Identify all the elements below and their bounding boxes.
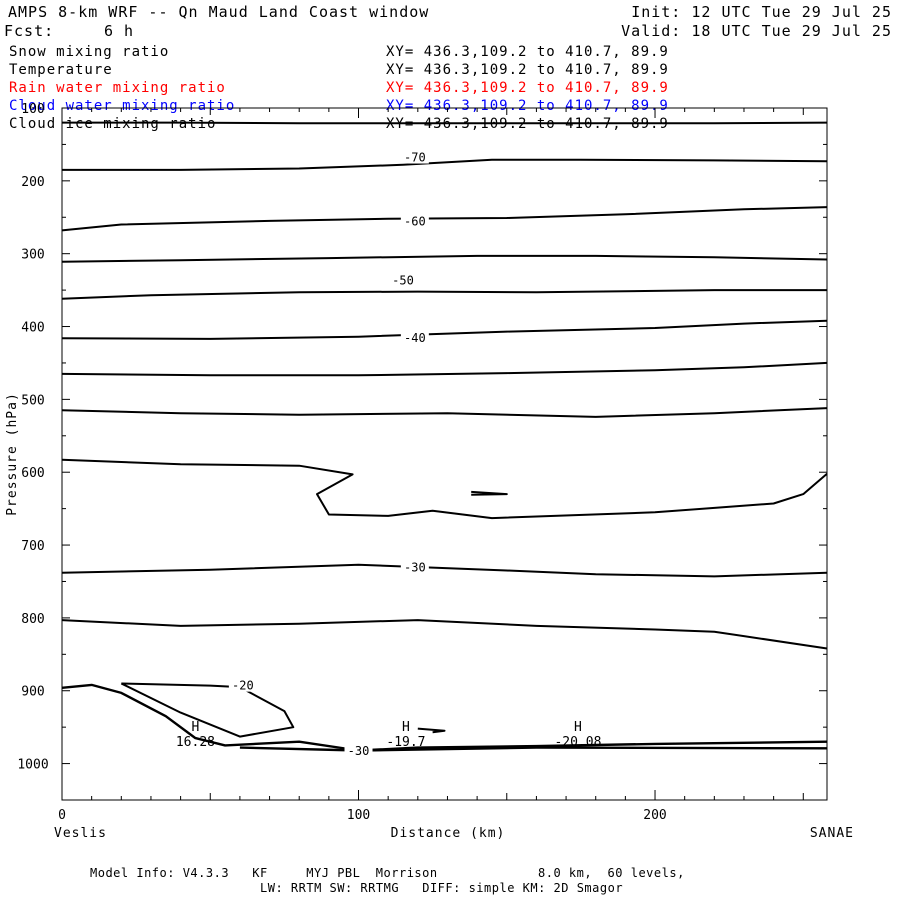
contour-line bbox=[61, 254, 828, 263]
field-name: Cloud water mixing ratio bbox=[9, 98, 236, 114]
contour-line bbox=[61, 206, 828, 232]
x-tick-label: 200 bbox=[643, 808, 666, 823]
contour-line bbox=[471, 490, 508, 496]
contour-label: -40 bbox=[404, 331, 426, 345]
contour-line bbox=[239, 746, 828, 752]
contour-label-background bbox=[400, 330, 429, 345]
contour-label: -30 bbox=[404, 561, 426, 575]
contour-line bbox=[62, 158, 828, 171]
contour-label: -60 bbox=[404, 215, 426, 229]
field-xy: XY= 436.3,109.2 to 410.7, 89.9 bbox=[386, 62, 669, 78]
model-info-line-1: Model Info: V4.3.3 KF MYJ PBL Morrison 8… bbox=[90, 866, 685, 880]
contour-label: -70 bbox=[404, 151, 426, 165]
contour-line bbox=[120, 682, 295, 738]
contour-label: -20 bbox=[232, 679, 254, 693]
y-tick-label: 500 bbox=[21, 393, 44, 408]
high-marker: H bbox=[402, 720, 410, 735]
y-tick-label: 800 bbox=[21, 612, 44, 627]
field-xy: XY= 436.3,109.2 to 410.7, 89.9 bbox=[386, 80, 669, 96]
y-axis-ticks: 100 200 300 400 500 600 700 800 900 1000 bbox=[17, 102, 827, 801]
contour-line bbox=[61, 289, 827, 300]
init-time: Init: 12 UTC Tue 29 Jul 25 bbox=[631, 3, 892, 21]
contour-label: -30 bbox=[348, 744, 370, 758]
high-value: -19.7 bbox=[386, 735, 425, 750]
contour-line bbox=[61, 619, 828, 650]
plot-frame bbox=[61, 107, 828, 801]
contour-label-background bbox=[400, 213, 429, 228]
contour-line bbox=[61, 361, 828, 377]
contour-line bbox=[61, 458, 828, 520]
contour-line bbox=[61, 563, 828, 578]
high-marker: H bbox=[574, 720, 582, 735]
y-tick-label: 400 bbox=[21, 321, 44, 336]
x-tick-label: 0 bbox=[58, 808, 66, 823]
y-tick-label: 900 bbox=[21, 685, 44, 700]
y-tick-label: 200 bbox=[21, 175, 44, 190]
high-value: -20.08 bbox=[554, 735, 601, 750]
y-tick-label: 600 bbox=[21, 466, 44, 481]
contour-label-background bbox=[228, 677, 257, 692]
contour-line bbox=[417, 727, 446, 734]
forecast-hour: 6 h bbox=[104, 22, 135, 40]
x-tick-label: 100 bbox=[347, 808, 370, 823]
field-name: Temperature bbox=[9, 62, 113, 78]
contour-label-background bbox=[400, 559, 429, 574]
chart-title: AMPS 8-km WRF -- Qn Maud Land Coast wind… bbox=[8, 3, 430, 21]
x-axis-ticks: 0 100 200 bbox=[58, 108, 804, 823]
y-tick-label: 300 bbox=[21, 248, 44, 263]
valid-time: Valid: 18 UTC Tue 29 Jul 25 bbox=[621, 22, 892, 40]
contour-line bbox=[61, 319, 828, 340]
field-xy: XY= 436.3,109.2 to 410.7, 89.9 bbox=[386, 116, 669, 132]
contour-labels: -70 -60 -50 -40 -30 -20 -30 bbox=[228, 149, 429, 758]
contour-label: -50 bbox=[392, 274, 414, 288]
field-name: Cloud ice mixing ratio bbox=[9, 116, 217, 132]
y-tick-label: 1000 bbox=[17, 758, 48, 773]
extrema-annotations: H16.28H-19.7H-20.08 bbox=[176, 720, 602, 750]
model-info-line-2: LW: RRTM SW: RRTMG DIFF: simple KM: 2D S… bbox=[260, 881, 624, 895]
right-endpoint-label: SANAE bbox=[810, 826, 854, 841]
contour-line bbox=[61, 407, 828, 418]
left-endpoint-label: Veslis bbox=[54, 826, 107, 841]
forecast-label: Fcst: bbox=[4, 22, 55, 40]
contour-label-background bbox=[400, 149, 429, 164]
y-tick-label: 700 bbox=[21, 539, 44, 554]
high-value: 16.28 bbox=[176, 735, 215, 750]
field-xy: XY= 436.3,109.2 to 410.7, 89.9 bbox=[386, 98, 669, 114]
contour-line bbox=[62, 121, 828, 125]
y-tick-label: 100 bbox=[21, 102, 44, 117]
contour-line bbox=[61, 683, 828, 752]
temperature-contours bbox=[61, 121, 828, 752]
contour-label-background bbox=[388, 272, 417, 287]
field-xy: XY= 436.3,109.2 to 410.7, 89.9 bbox=[386, 44, 669, 60]
contour-label-background bbox=[344, 743, 373, 758]
x-axis-label: Distance (km) bbox=[391, 826, 506, 841]
y-axis-label: Pressure (hPa) bbox=[5, 392, 20, 516]
field-name: Rain water mixing ratio bbox=[9, 80, 226, 96]
high-marker: H bbox=[192, 720, 200, 735]
field-name: Snow mixing ratio bbox=[9, 44, 170, 60]
